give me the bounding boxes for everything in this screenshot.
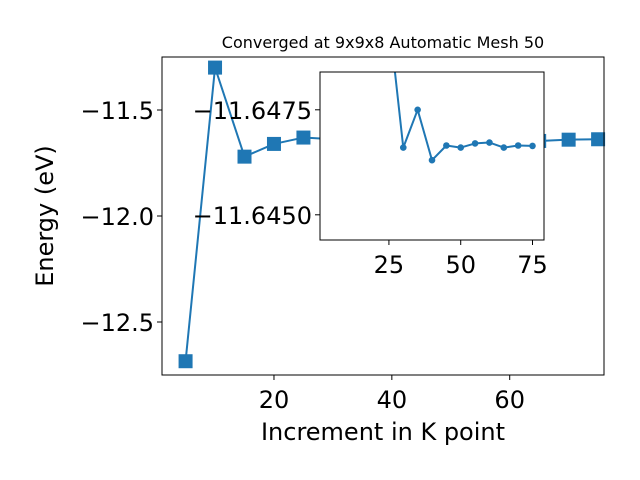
main-ticks: 20 40 60 −11.5 −12.0 −12.5 xyxy=(80,97,525,414)
inset-y-tick-label: −11.6475 xyxy=(193,97,312,125)
main-data-point xyxy=(561,132,576,147)
inset-x-tick-label: 25 xyxy=(374,251,405,279)
inset-x-tick-label: 50 xyxy=(445,251,476,279)
inset-axes: 25 50 75 −11.6475 −11.6450 xyxy=(193,71,548,279)
inset-y-tick-label: −11.6450 xyxy=(193,202,312,230)
main-y-tick-label: −11.5 xyxy=(80,97,154,125)
inset-data-point xyxy=(399,144,407,151)
main-y-tick-label: −12.0 xyxy=(80,203,154,231)
inset-plot xyxy=(393,72,536,164)
y-axis-label: Energy (eV) xyxy=(31,145,59,287)
main-data-point xyxy=(591,132,606,147)
inset-data-point xyxy=(428,156,436,164)
inset-data-point xyxy=(457,144,465,151)
inset-axes-frame xyxy=(319,71,545,241)
chart-title: Converged at 9x9x8 Automatic Mesh 50 xyxy=(222,33,544,52)
main-data-point xyxy=(208,60,223,75)
x-axis-label: Increment in K point xyxy=(261,418,505,446)
main-x-tick-label: 60 xyxy=(494,386,525,414)
inset-data-point xyxy=(443,142,450,149)
main-x-tick-label: 40 xyxy=(377,386,408,414)
inset-data-point xyxy=(514,142,522,149)
inset-data-point xyxy=(414,106,421,114)
main-data-point xyxy=(266,136,281,151)
inset-ticks: 25 50 75 −11.6475 −11.6450 xyxy=(193,97,548,279)
main-data-point xyxy=(237,149,252,164)
main-axes-frame xyxy=(161,56,605,376)
inset-data-point xyxy=(529,142,536,150)
inset-x-tick-label: 75 xyxy=(517,251,548,279)
inset-data-point xyxy=(471,140,479,147)
main-data-point xyxy=(296,130,311,145)
main-x-tick-label: 20 xyxy=(259,386,290,414)
inset-data-point xyxy=(486,139,493,146)
inset-plot-area xyxy=(320,72,544,240)
inset-data-point xyxy=(500,144,508,151)
main-data-point xyxy=(178,354,193,369)
main-y-tick-label: −12.5 xyxy=(80,309,154,337)
